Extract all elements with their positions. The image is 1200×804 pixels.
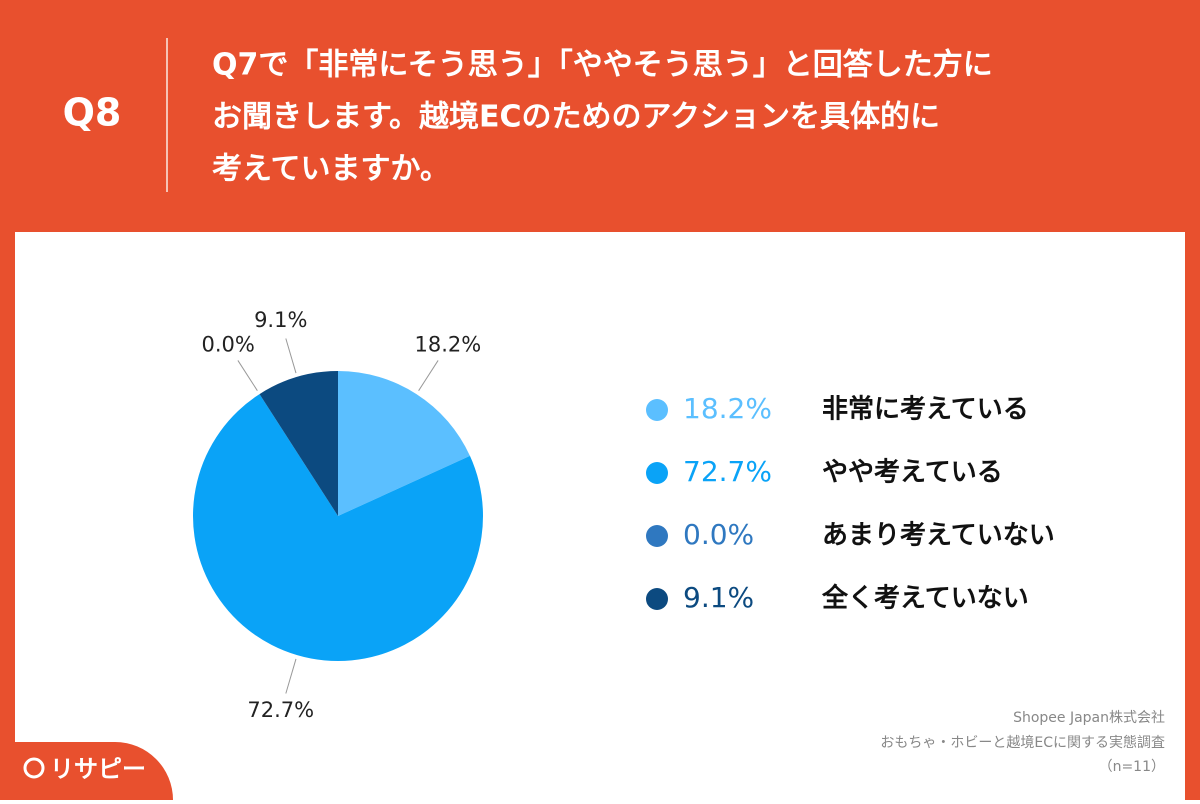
source-line: おもちゃ・ホビーと越境ECに関する実態調査 xyxy=(880,735,1165,751)
legend-swatch xyxy=(646,588,668,610)
question-line: 考えていますか。 xyxy=(212,152,450,187)
pie-slice xyxy=(192,394,483,662)
logo-icon xyxy=(23,757,45,779)
leader-line xyxy=(237,360,258,391)
question-line: お聞きします。越境ECのためのアクションを具体的に xyxy=(212,100,940,135)
legend-swatch xyxy=(646,399,668,421)
question-line: Q7で「非常にそう思う」「ややそう思う」と回答した方に xyxy=(212,48,993,83)
panel xyxy=(15,232,1185,800)
logo-badge xyxy=(0,742,173,800)
legend-value: 0.0% xyxy=(683,518,754,551)
legend-label: やや考えている xyxy=(822,458,1003,488)
legend-value: 9.1% xyxy=(683,581,754,614)
logo: リサピー xyxy=(50,755,146,783)
question-number: Q8 xyxy=(63,91,122,135)
pie-label: 72.7% xyxy=(247,698,314,722)
legend-label: 全く考えていない xyxy=(821,583,1029,614)
legend-swatch xyxy=(646,525,668,547)
legend-label: 非常に考えている xyxy=(822,395,1029,425)
legend-value: 18.2% xyxy=(683,392,772,425)
leader-line xyxy=(285,338,297,374)
legend-value: 72.7% xyxy=(683,455,772,488)
leader-line xyxy=(418,360,439,391)
leader-line xyxy=(285,658,297,694)
pie-slice xyxy=(338,371,470,516)
pie-label: 18.2% xyxy=(414,332,481,356)
pie-label: 9.1% xyxy=(254,308,307,332)
source-line: （n=11） xyxy=(1099,759,1165,775)
legend-label: あまり考えていない xyxy=(822,521,1055,551)
pie-slice xyxy=(259,371,338,516)
pie-label: 0.0% xyxy=(201,332,254,356)
source-line: Shopee Japan株式会社 xyxy=(1013,710,1165,726)
legend-swatch xyxy=(646,462,668,484)
